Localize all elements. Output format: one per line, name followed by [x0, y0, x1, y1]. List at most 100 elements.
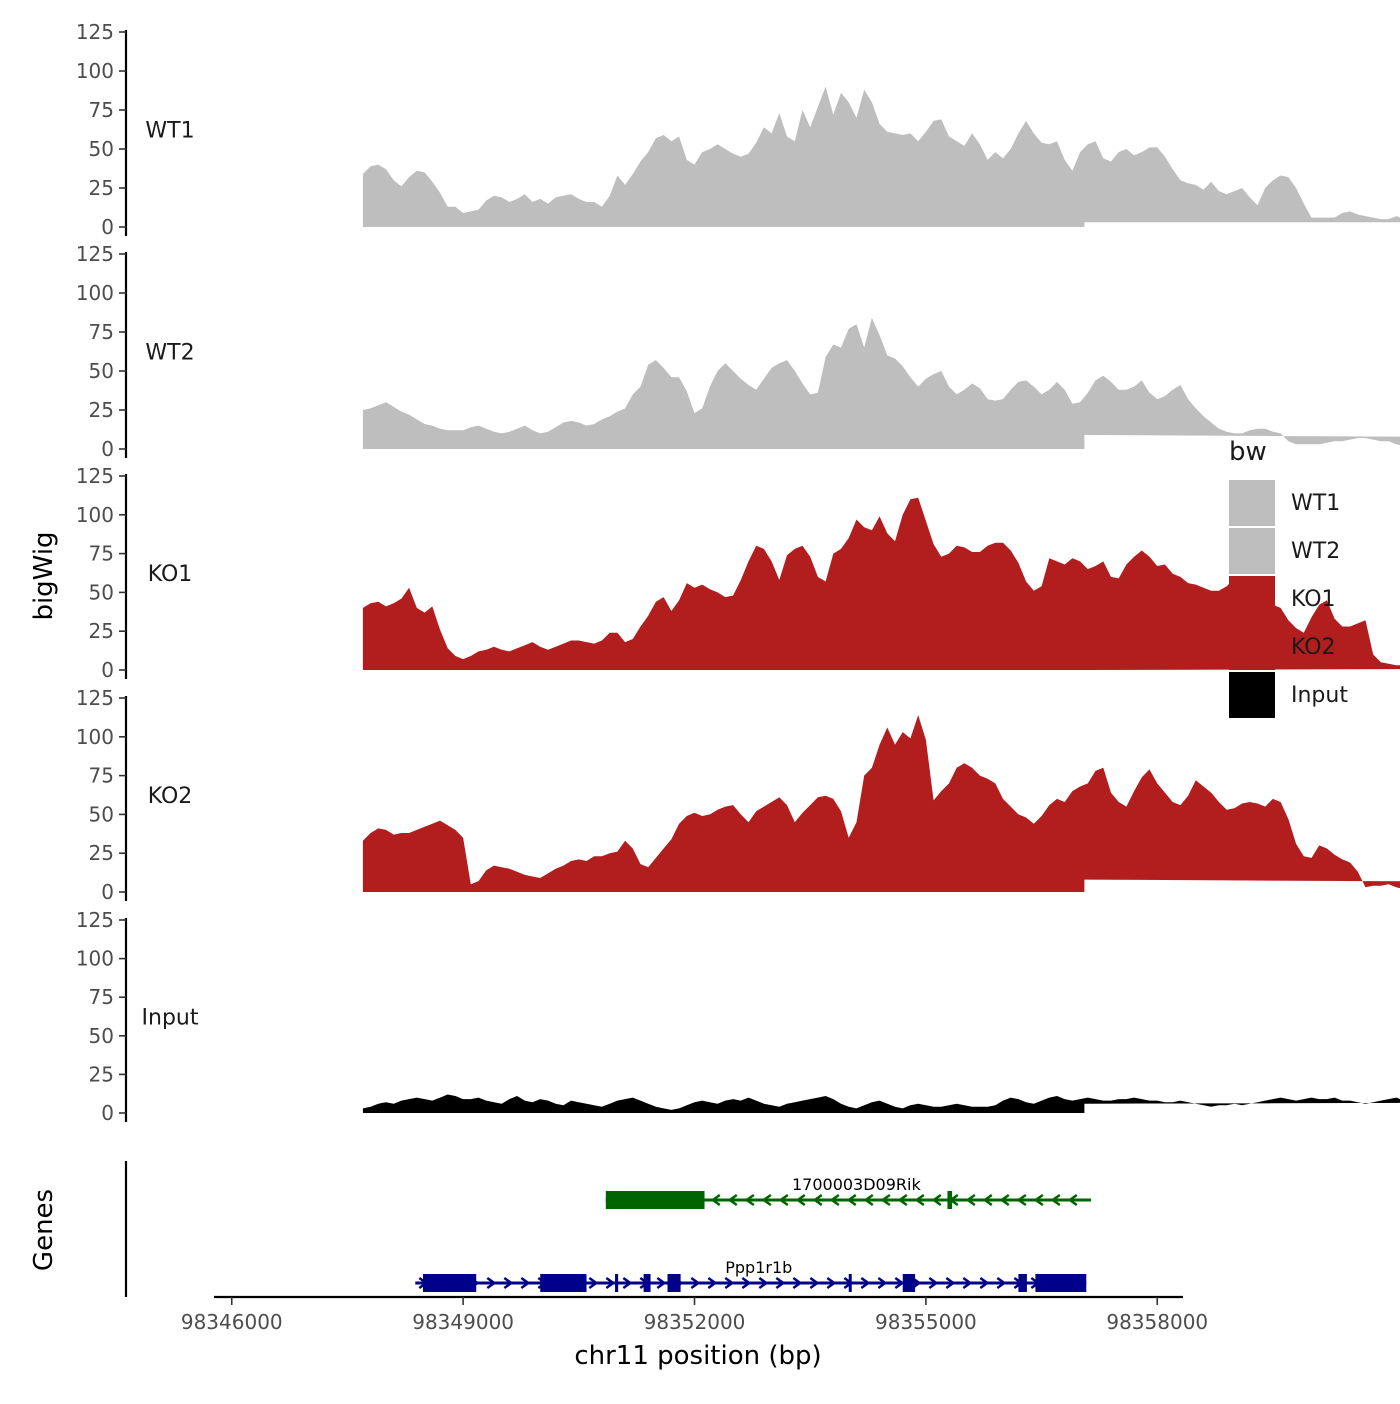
- strand-arrow-ppp1r1b: [622, 1276, 633, 1290]
- x-tick-label-98358000: 98358000: [1106, 1310, 1208, 1334]
- exon-ppp1r1b-3: [615, 1274, 619, 1292]
- strand-arrow-ppp1r1b: [520, 1276, 531, 1290]
- strand-arrow-ppp1r1b: [826, 1276, 837, 1290]
- coverage-area-ko2: [362, 715, 1400, 892]
- strand-arrow-1700003d09rik: [1033, 1193, 1044, 1207]
- y-tick-label-wt1-75: 75: [89, 98, 114, 122]
- track-label-ko2: KO2: [148, 784, 193, 809]
- gene-label-ppp1r1b: Ppp1r1b: [725, 1258, 792, 1277]
- gene-label-1700003d09rik: 1700003D09Rik: [792, 1175, 922, 1194]
- track-panel-ko2: 0 25 50 75 100 125 KO2: [76, 686, 1400, 904]
- x-tick-label-98346000: 98346000: [181, 1310, 283, 1334]
- exon-ppp1r1b-1: [423, 1274, 477, 1292]
- strand-arrow-1700003d09rik: [880, 1193, 891, 1207]
- legend-swatch-ko1: [1229, 576, 1275, 622]
- y-tick-label-ko2-25: 25: [89, 841, 114, 865]
- strand-arrow-1700003d09rik: [778, 1193, 789, 1207]
- y-axis-title: bigWig: [29, 531, 59, 620]
- strand-arrow-1700003d09rik: [897, 1193, 908, 1207]
- track-label-wt1: WT1: [145, 119, 194, 144]
- strand-arrow-ppp1r1b: [860, 1276, 871, 1290]
- track-label-ko1: KO1: [148, 562, 193, 587]
- x-axis-title: chr11 position (bp): [574, 1341, 821, 1371]
- strand-arrow-ppp1r1b: [996, 1276, 1007, 1290]
- strand-arrow-ppp1r1b: [809, 1276, 820, 1290]
- y-tick-label-wt2-125: 125: [76, 242, 114, 266]
- y-tick-label-ko2-0: 0: [101, 880, 114, 904]
- y-tick-label-ko1-50: 50: [89, 580, 114, 604]
- y-tick-label-ko2-125: 125: [76, 686, 114, 710]
- strand-arrow-1700003d09rik: [829, 1193, 840, 1207]
- track-label-wt2: WT2: [145, 341, 194, 366]
- strand-arrow-ppp1r1b: [690, 1276, 701, 1290]
- coverage-area-ko1: [362, 497, 1400, 670]
- strand-arrow-1700003d09rik: [846, 1193, 857, 1207]
- legend: bw WT1 WT2 KO1 KO2 Input: [1229, 437, 1348, 718]
- exon-1700003d09rik-2: [947, 1191, 953, 1209]
- y-tick-label-ko2-75: 75: [89, 764, 114, 788]
- genes-panel-title: Genes: [29, 1189, 59, 1271]
- strand-arrow-ppp1r1b: [724, 1276, 735, 1290]
- strand-arrow-1700003d09rik: [761, 1193, 772, 1207]
- y-tick-label-wt2-0: 0: [101, 437, 114, 461]
- strand-arrow-ppp1r1b: [588, 1276, 599, 1290]
- y-tick-label-wt2-25: 25: [89, 398, 114, 422]
- strand-arrow-ppp1r1b: [758, 1276, 769, 1290]
- y-tick-label-wt1-50: 50: [89, 137, 114, 161]
- strand-arrow-1700003d09rik: [999, 1193, 1010, 1207]
- x-axis: 98346000 98349000 98352000 98355000 98358000: [181, 1295, 1208, 1334]
- legend-title: bw: [1229, 437, 1267, 467]
- exon-ppp1r1b-4: [643, 1274, 651, 1292]
- strand-arrow-ppp1r1b: [656, 1276, 667, 1290]
- y-tick-label-input-100: 100: [76, 947, 114, 971]
- strand-arrow-ppp1r1b: [503, 1276, 514, 1290]
- track-panel-ko1: 0 25 50 75 100 125 KO1: [76, 464, 1400, 682]
- strand-arrow-1700003d09rik: [727, 1193, 738, 1207]
- strand-arrow-1700003d09rik: [1016, 1193, 1027, 1207]
- strand-arrow-ppp1r1b: [741, 1276, 752, 1290]
- y-tick-label-input-125: 125: [76, 908, 114, 932]
- y-tick-label-input-25: 25: [89, 1062, 114, 1086]
- legend-swatch-wt2: [1229, 528, 1275, 574]
- track-panel-wt1: 0 25 50 75 100 125 WT1: [76, 20, 1400, 239]
- legend-label-wt2: WT2: [1291, 539, 1340, 564]
- y-tick-label-wt1-25: 25: [89, 176, 114, 200]
- y-tick-label-input-0: 0: [101, 1101, 114, 1125]
- exon-ppp1r1b-9: [1035, 1274, 1087, 1292]
- strand-arrow-1700003d09rik: [965, 1193, 976, 1207]
- gene-panel: 1700003D09Rik Ppp1r1b: [124, 1161, 1091, 1297]
- strand-arrow-1700003d09rik: [812, 1193, 823, 1207]
- strand-arrow-ppp1r1b: [605, 1276, 616, 1290]
- strand-arrow-ppp1r1b: [775, 1276, 786, 1290]
- strand-arrow-ppp1r1b: [894, 1276, 905, 1290]
- legend-swatch-ko2: [1229, 624, 1275, 670]
- legend-label-ko2: KO2: [1291, 635, 1336, 660]
- y-tick-label-ko1-0: 0: [101, 658, 114, 682]
- y-tick-label-wt2-100: 100: [76, 281, 114, 305]
- track-panels: 0 25 50 75 100 125 WT1 0 25 50 75 100 125 WT2 0 25 50 75 1…: [76, 20, 1400, 1125]
- y-tick-label-ko1-75: 75: [89, 542, 114, 566]
- strand-arrow-ppp1r1b: [877, 1276, 888, 1290]
- x-tick-label-98355000: 98355000: [875, 1310, 977, 1334]
- strand-arrow-1700003d09rik: [795, 1193, 806, 1207]
- y-tick-label-ko1-125: 125: [76, 464, 114, 488]
- legend-label-input: Input: [1291, 683, 1348, 708]
- y-tick-label-wt2-75: 75: [89, 320, 114, 344]
- y-tick-label-ko2-100: 100: [76, 725, 114, 749]
- strand-arrow-ppp1r1b: [707, 1276, 718, 1290]
- exon-ppp1r1b-5: [667, 1274, 681, 1292]
- y-tick-label-ko1-25: 25: [89, 619, 114, 643]
- legend-swatch-input: [1229, 672, 1275, 718]
- y-tick-label-input-75: 75: [89, 985, 114, 1009]
- x-tick-label-98349000: 98349000: [412, 1310, 514, 1334]
- y-tick-label-wt1-0: 0: [101, 215, 114, 239]
- strand-arrow-ppp1r1b: [486, 1276, 497, 1290]
- strand-arrow-ppp1r1b: [945, 1276, 956, 1290]
- y-tick-label-ko2-50: 50: [89, 802, 114, 826]
- legend-label-ko1: KO1: [1291, 587, 1336, 612]
- strand-arrow-ppp1r1b: [928, 1276, 939, 1290]
- strand-arrow-ppp1r1b: [792, 1276, 803, 1290]
- exon-1700003d09rik-1: [605, 1191, 705, 1209]
- strand-arrow-1700003d09rik: [1067, 1193, 1078, 1207]
